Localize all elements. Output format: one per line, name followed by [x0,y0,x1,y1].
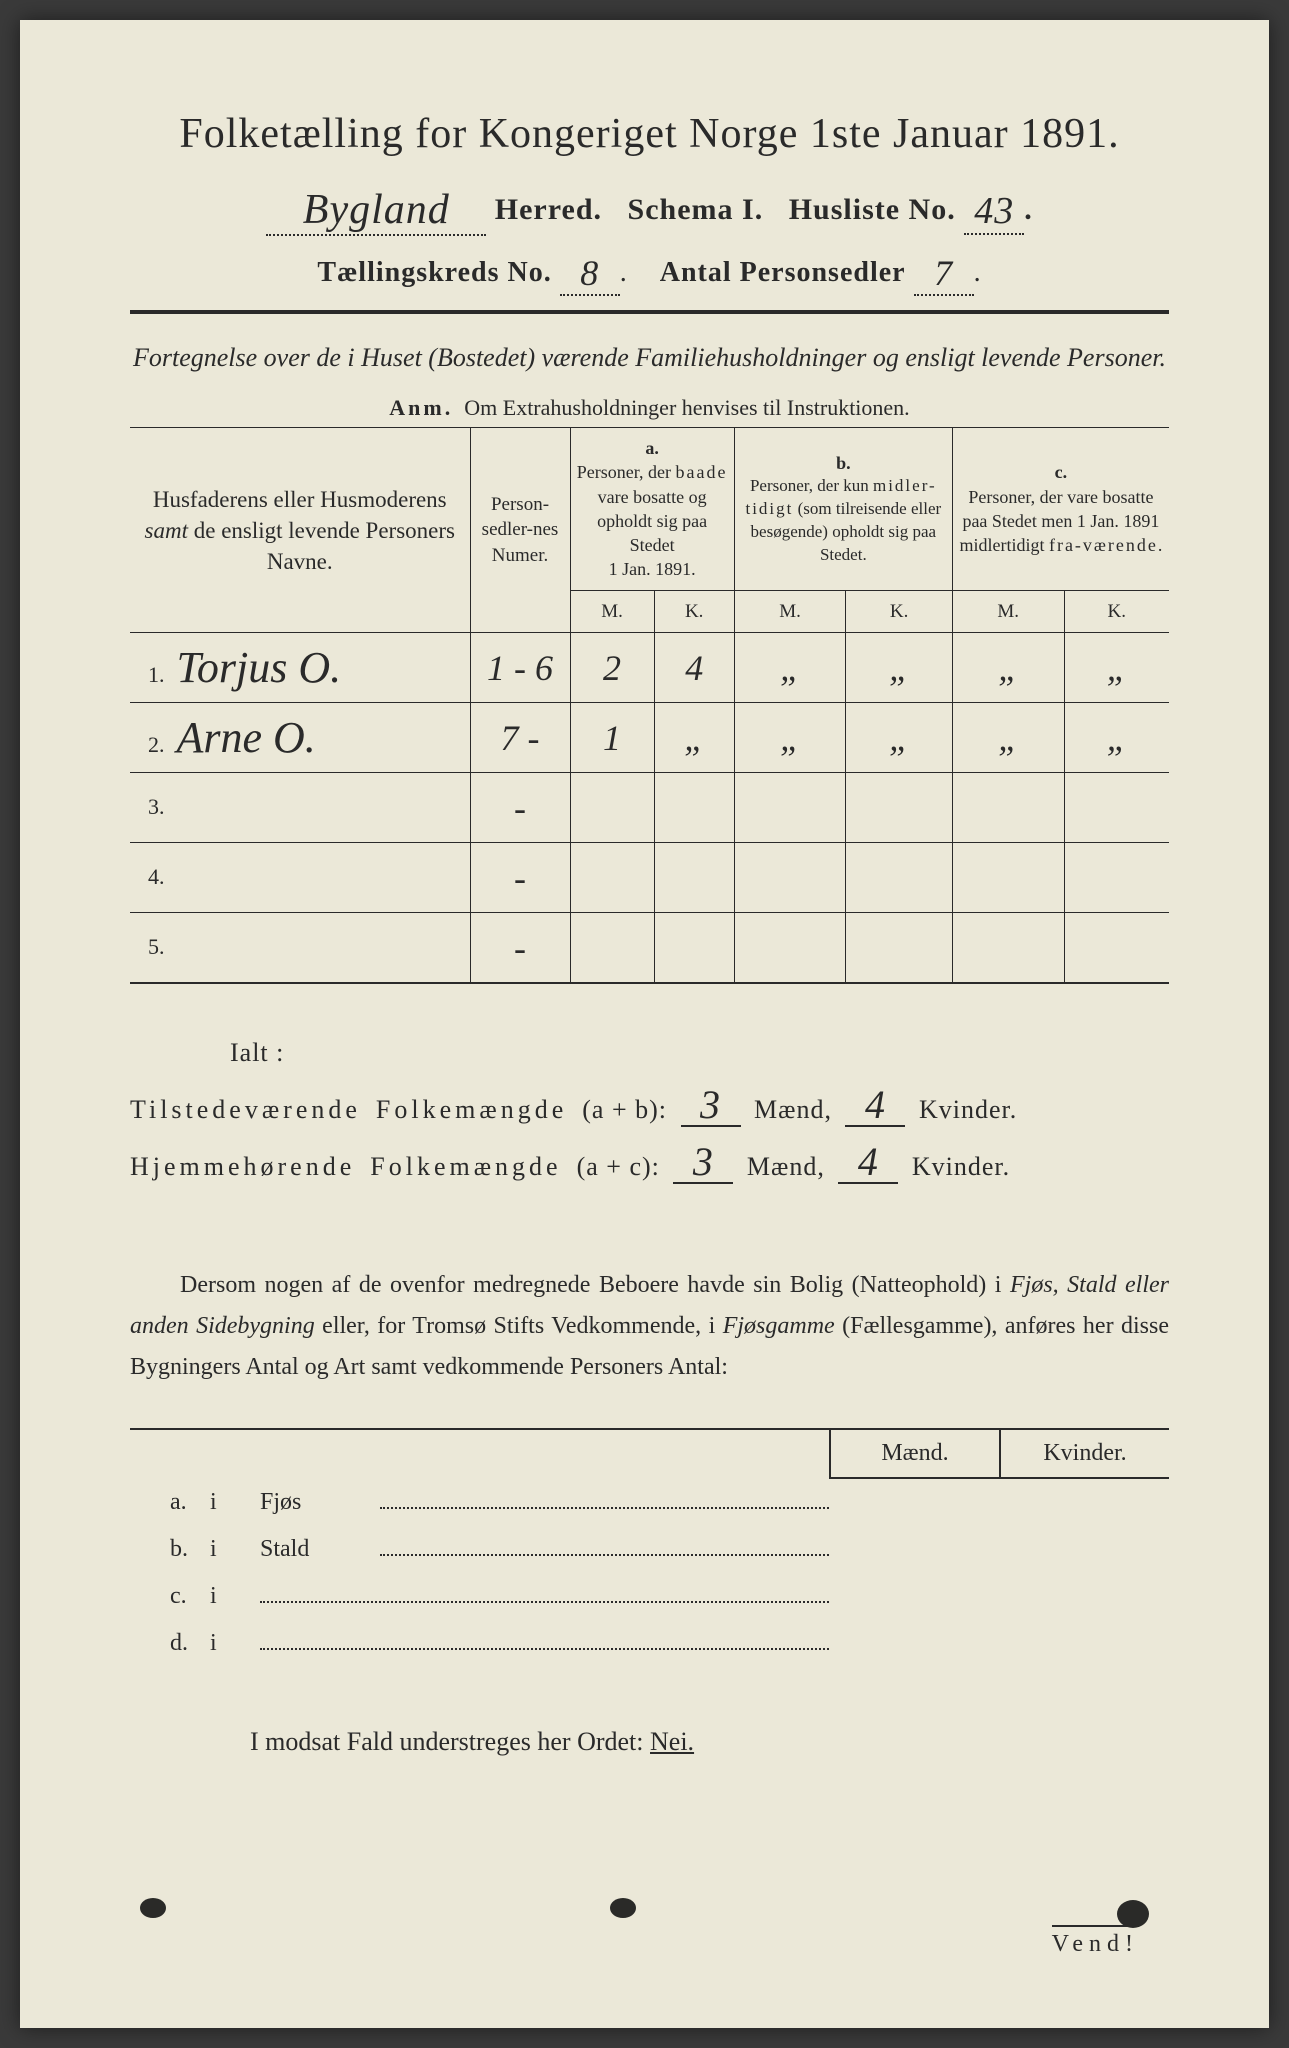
hjemme-m: 3 [673,1142,733,1184]
table-row: 1.Torjus O. 1 - 6 2 4 „ „ „ „ [130,633,1169,703]
tilstede-k: 4 [845,1085,905,1127]
table-row: 3. - [130,773,1169,843]
col-a-m: M. [570,590,654,633]
totals-block: Ialt : Tilstedeværende Folkemængde (a + … [130,1024,1169,1196]
tilstede-line: Tilstedeværende Folkemængde (a + b): 3 M… [130,1081,1169,1138]
divider [130,310,1169,314]
hjemme-line: Hjemmehørende Folkemængde (a + c): 3 Mæn… [130,1138,1169,1195]
kreds-value: 8 [560,252,620,296]
antal-label: Antal Personsedler [660,257,906,288]
subtitle: Fortegnelse over de i Huset (Bostedet) v… [130,338,1169,377]
header-line-3: Tællingskreds No. 8. Antal Personsedler … [130,248,1169,292]
col-a-k: K. [654,590,734,633]
bottom-kvinder: Kvinder. [999,1430,1169,1479]
hjemme-k: 4 [838,1142,898,1184]
col-header-names: Husfaderens eller Husmoderens samt de en… [130,428,470,633]
vend-label: Vend! [1052,1925,1139,1958]
table-row: 2.Arne O. 7 - 1 „ „ „ „ „ [130,703,1169,773]
paper-damage [140,1898,166,1918]
page-title: Folketælling for Kongeriget Norge 1ste J… [130,110,1169,158]
herred-value: Bygland [266,186,486,236]
husliste-value: 43 [964,189,1024,235]
census-table-body: 1.Torjus O. 1 - 6 2 4 „ „ „ „ 2.Arne O. … [130,633,1169,983]
bottom-row: d. i [130,1620,1169,1667]
col-header-c: c. Personer, der vare bosatte paa Stedet… [952,428,1169,591]
col-b-m: M. [734,590,846,633]
col-header-b: b. Personer, der kun midler-tidigt (som … [734,428,952,591]
paragraph-text: Dersom nogen af de ovenfor medregnede Be… [130,1265,1169,1387]
bottom-table: Mænd. Kvinder. a. i Fjøs b. i Stald c. i… [130,1428,1169,1667]
kreds-label: Tællingskreds No. [317,257,551,288]
bottom-row: b. i Stald [130,1526,1169,1573]
col-b-k: K. [846,590,952,633]
nei-word: Nei. [650,1727,694,1756]
census-form-page: Folketælling for Kongeriget Norge 1ste J… [20,20,1269,2028]
ialt-label: Ialt : [130,1024,1169,1081]
col-c-k: K. [1064,590,1169,633]
person-name: Torjus O. [177,643,342,692]
antal-value: 7 [914,252,974,296]
table-row: 4. - [130,843,1169,913]
anm-prefix: Anm. [389,395,453,420]
tilstede-m: 3 [681,1085,741,1127]
census-table: Husfaderens eller Husmoderens samt de en… [130,427,1169,984]
bottom-maend: Mænd. [829,1430,999,1479]
schema-label: Schema I. [628,193,764,226]
bottom-row: c. i [130,1573,1169,1620]
final-line: I modsat Fald understreges her Ordet: Ne… [130,1727,1169,1757]
col-header-number: Person-sedler-nes Numer. [470,428,570,633]
herred-label: Herred. [495,193,602,226]
anm-line: Anm. Om Extrahusholdninger henvises til … [130,395,1169,421]
table-row: 5. - [130,913,1169,983]
bottom-row: a. i Fjøs [130,1479,1169,1526]
husliste-label: Husliste No. [789,193,956,226]
col-header-a: a. Personer, der baade vare bosatte og o… [570,428,734,591]
col-c-m: M. [952,590,1064,633]
person-name: Arne O. [177,713,316,762]
anm-text: Om Extrahusholdninger henvises til Instr… [464,395,909,420]
header-line-2: Bygland Herred. Schema I. Husliste No. 4… [130,182,1169,232]
paper-damage [1117,1900,1149,1928]
paper-damage [610,1898,636,1918]
